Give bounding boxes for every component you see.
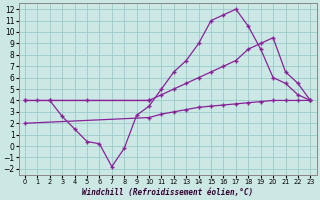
X-axis label: Windchill (Refroidissement éolien,°C): Windchill (Refroidissement éolien,°C) bbox=[82, 188, 253, 197]
